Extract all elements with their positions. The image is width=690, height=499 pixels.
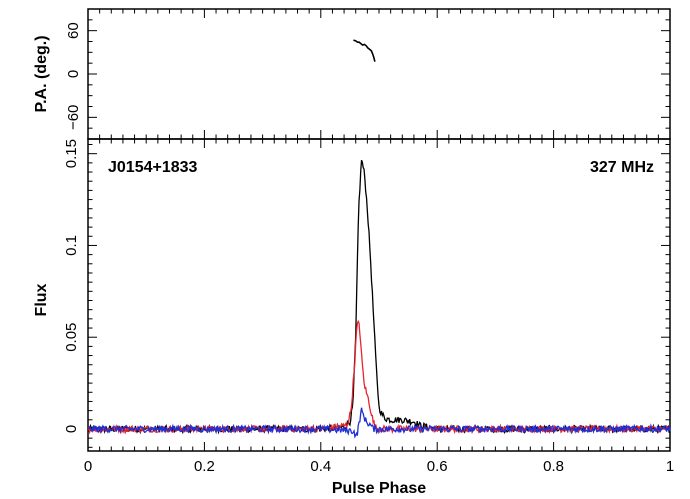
pa-y-tick-label: 60 xyxy=(65,22,82,39)
flux-y-axis-label: Flux xyxy=(33,283,50,316)
x-tick-label: 0.2 xyxy=(194,458,215,475)
flux-y-tick-label: 0.15 xyxy=(63,139,80,168)
flux-y-tick-label: 0.05 xyxy=(63,323,80,352)
x-tick-label: 1 xyxy=(666,458,674,475)
flux-y-tick-label: 0.1 xyxy=(63,235,80,256)
flux-ticks: 0 0.2 0.4 0.6 0.8 1 0 0.05 0.1 0.15 xyxy=(63,139,674,475)
pa-y-tick-label: −60 xyxy=(65,105,82,130)
flux-circular-polarization-line xyxy=(87,407,671,439)
pa-y-axis-label: P.A. (deg.) xyxy=(33,35,50,112)
x-tick-label: 0.6 xyxy=(427,458,448,475)
pa-series xyxy=(353,39,376,62)
flux-panel: 0 0.2 0.4 0.6 0.8 1 0 0.05 0.1 0.15 J0154+1833 32… xyxy=(33,138,674,497)
flux-y-tick-label: 0 xyxy=(63,425,80,433)
pa-panel-frame xyxy=(87,8,671,140)
pa-curve xyxy=(353,39,376,62)
pa-ticks: −60 0 60 xyxy=(65,8,671,140)
frequency-annotation: 327 MHz xyxy=(590,159,654,176)
flux-linear-polarization-line xyxy=(87,319,671,435)
x-tick-label: 0.8 xyxy=(543,458,564,475)
pa-panel: −60 0 60 P.A. (deg.) xyxy=(33,8,671,140)
x-tick-label: 0 xyxy=(84,458,92,475)
x-tick-label: 0.4 xyxy=(310,458,331,475)
source-name-annotation: J0154+1833 xyxy=(108,159,198,176)
flux-total-intensity-line xyxy=(87,159,671,435)
pa-y-tick-label: 0 xyxy=(65,70,82,78)
x-axis-label: Pulse Phase xyxy=(332,480,426,497)
flux-series xyxy=(87,159,671,439)
